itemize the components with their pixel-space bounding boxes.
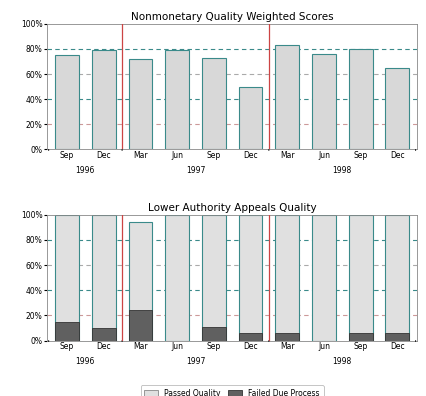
Bar [129,310,153,341]
Bar [348,333,372,341]
Bar [275,215,299,341]
Bar [165,50,189,149]
Bar [55,215,79,341]
Text: 1998: 1998 [333,357,352,366]
Bar [312,54,336,149]
Bar [202,327,226,341]
Bar [129,59,153,149]
Title: Lower Authority Appeals Quality: Lower Authority Appeals Quality [148,203,317,213]
Bar [386,68,409,149]
Text: 1998: 1998 [333,166,352,175]
Bar [129,223,153,341]
Text: 1996: 1996 [76,357,95,366]
Bar [202,215,226,341]
Legend: Passed Quality, Failed Due Process: Passed Quality, Failed Due Process [141,385,324,396]
Bar [239,87,262,149]
Bar [239,215,262,341]
Text: 1996: 1996 [76,166,95,175]
Bar [92,215,116,341]
Bar [275,333,299,341]
Title: Nonmonetary Quality Weighted Scores: Nonmonetary Quality Weighted Scores [131,11,334,22]
Text: 1997: 1997 [186,166,205,175]
Bar [386,215,409,341]
Bar [165,215,189,341]
Bar [386,333,409,341]
Bar [348,215,372,341]
Bar [202,58,226,149]
Bar [55,55,79,149]
Bar [275,45,299,149]
Bar [55,322,79,341]
Bar [348,49,372,149]
Bar [92,328,116,341]
Bar [239,333,262,341]
Bar [92,50,116,149]
Bar [312,215,336,341]
Text: 1997: 1997 [186,357,205,366]
